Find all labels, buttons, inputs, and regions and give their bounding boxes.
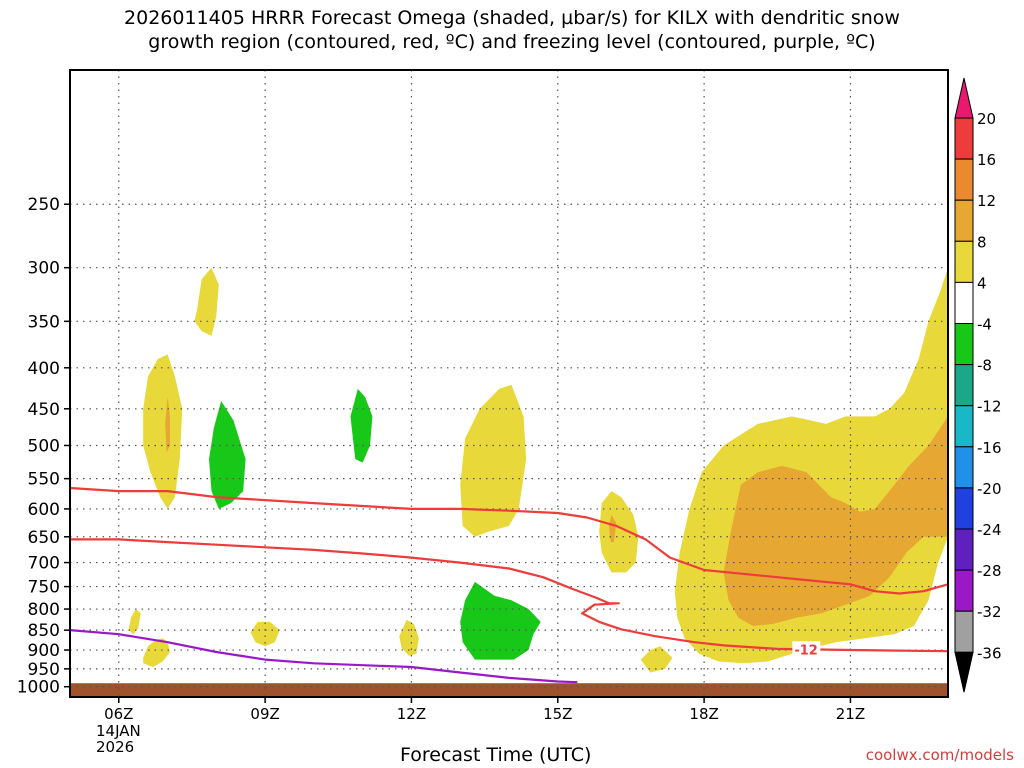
omega-region-yellow-0645-300 [143, 638, 170, 667]
colorbar-label--12: -12 [977, 398, 1002, 416]
colorbar-bin-3 [954, 199, 974, 242]
x-date-label-day: 14JAN [96, 722, 141, 740]
source-credit: coolwx.com/models [865, 746, 1014, 764]
chart-gridlines [70, 70, 948, 697]
colorbar-bin-1 [954, 117, 974, 160]
omega-region-yellow-0900-850 [250, 621, 280, 647]
y-tick-label-700: 700 [28, 554, 60, 574]
colorbar-bin-4 [954, 240, 974, 283]
x-tick-label-21Z: 21Z [836, 705, 865, 723]
y-tick-label-650: 650 [28, 528, 60, 548]
x-tick-label-09Z: 09Z [250, 705, 279, 723]
colorbar-label--36: -36 [977, 644, 1002, 662]
y-tick-label-600: 600 [28, 500, 60, 520]
y-tick-label-850: 850 [28, 621, 60, 641]
omega-region-yellow-1700-920 [640, 646, 673, 673]
colorbar-bin-9 [954, 446, 974, 489]
colorbar-bin-5 [954, 281, 974, 324]
colorbar-bin-11 [954, 528, 974, 571]
y-tick-label-800: 800 [28, 600, 60, 620]
omega-region-green-1100-470 [350, 388, 373, 463]
colorbar-bin-8 [954, 405, 974, 448]
colorbar-bin-12 [954, 569, 974, 612]
omega-region-yellow-1200-860 [399, 619, 419, 656]
omega-region-yellow-0700-450 [143, 354, 183, 509]
chart-title-line-1: 2026011405 HRRR Forecast Omega (shaded, … [124, 7, 900, 29]
x-tick-label-18Z: 18Z [689, 705, 718, 723]
colorbar-bottom-arrow [954, 651, 974, 693]
colorbar-bin-2 [954, 158, 974, 201]
y-tick-label-300: 300 [28, 259, 60, 279]
x-tick-label-12Z: 12Z [397, 705, 426, 723]
chart-title: 2026011405 HRRR Forecast Omega (shaded, … [0, 6, 1024, 54]
colorbar-label-8: 8 [977, 233, 987, 251]
dgz-contour-upper-isotherm [69, 486, 949, 595]
colorbar-label-20: 20 [977, 110, 996, 128]
colorbar-label--4: -4 [977, 316, 992, 334]
terrain-surface [70, 683, 948, 697]
colorbar-label-12: 12 [977, 192, 996, 210]
x-axis-title: Forecast Time (UTC) [400, 744, 592, 766]
colorbar-label-16: 16 [977, 151, 996, 169]
colorbar-label--28: -28 [977, 562, 1002, 580]
colorbar-bin-7 [954, 364, 974, 407]
omega-region-green-1400-830 [460, 581, 541, 660]
y-tick-label-500: 500 [28, 436, 60, 456]
contour-label-bg [792, 641, 821, 656]
colorbar-label--32: -32 [977, 603, 1002, 621]
omega-region-yellow-1620-620 [599, 491, 639, 573]
colorbar-bin-10 [954, 487, 974, 530]
omega-region-orange-2000-640 [723, 416, 948, 626]
y-tick-label-900: 900 [28, 641, 60, 661]
omega-region-orange-1600-610 [609, 514, 617, 543]
colorbar-label--24: -24 [977, 521, 1002, 539]
omega-region-yellow-0620-820 [128, 609, 141, 635]
x-date-label-year: 2026 [96, 738, 135, 756]
y-tick-label-250: 250 [28, 195, 60, 215]
y-tick-label-1000: 1000 [17, 678, 60, 698]
colorbar-label--20: -20 [977, 480, 1002, 498]
y-tick-label-450: 450 [28, 400, 60, 420]
dgz-contour-lower-isotherm [70, 538, 949, 653]
y-tick-label-550: 550 [28, 470, 60, 490]
omega-region-green-0800-510 [209, 401, 246, 509]
colorbar-label-4: 4 [977, 274, 987, 292]
colorbar-label--8: -8 [977, 357, 992, 375]
chart-title-line-2: growth region (contoured, red, ºC) and f… [148, 31, 876, 53]
colorbar-label--16: -16 [977, 439, 1002, 457]
omega-colorbar: 20 16 12 8 4 -4 -8 -12 -16 -20 -24 -28 -32 -36 [954, 77, 1002, 693]
contour-label: -12 [794, 643, 818, 658]
y-tick-label-350: 350 [28, 312, 60, 332]
colorbar-bin-13 [954, 610, 974, 653]
omega-region-orange-0700-450 [165, 397, 170, 453]
colorbar-top-arrow [954, 77, 974, 119]
y-tick-label-750: 750 [28, 578, 60, 598]
omega-region-yellow-1400-500 [460, 384, 527, 537]
x-axis: 06Z 09Z 12Z 15Z 18Z 21Z [104, 697, 865, 723]
omega-region-yellow-0800-330 [194, 267, 219, 336]
temperature-contours: -12 [69, 486, 949, 684]
y-axis: 2503003504004505005506006507007508008509… [17, 195, 70, 698]
y-tick-label-950: 950 [28, 660, 60, 680]
x-tick-label-15Z: 15Z [543, 705, 572, 723]
x-tick-label-06Z: 06Z [104, 705, 133, 723]
omega-shaded-regions [128, 267, 948, 673]
colorbar-bin-6 [954, 323, 974, 366]
y-tick-label-400: 400 [28, 359, 60, 379]
freezing-level-contour [69, 629, 578, 684]
plot-frame [69, 69, 949, 698]
